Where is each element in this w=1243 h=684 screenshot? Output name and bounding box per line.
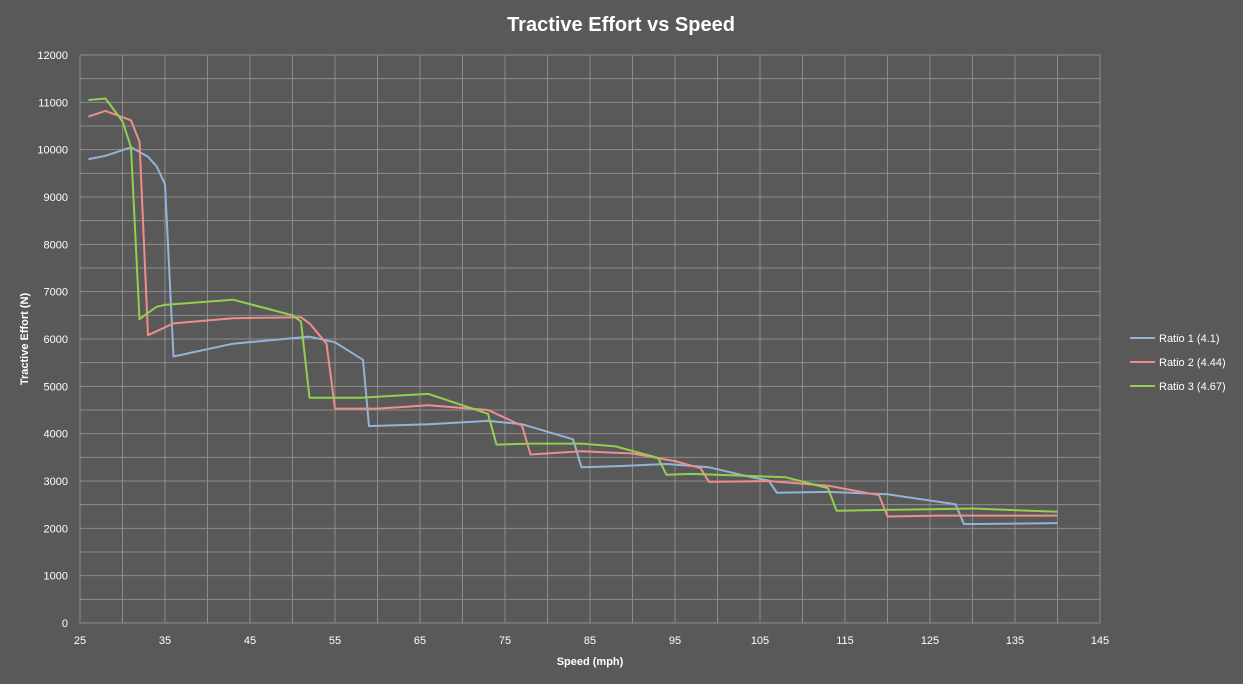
x-tick-label: 65: [414, 635, 426, 647]
y-tick-label: 6000: [44, 334, 68, 346]
x-tick-label: 125: [921, 635, 939, 647]
x-tick-label: 75: [499, 635, 511, 647]
chart-title: Tractive Effort vs Speed: [507, 14, 735, 36]
y-tick-label: 3000: [44, 476, 68, 488]
y-tick-label: 8000: [44, 239, 68, 251]
series-line-1: [88, 146, 1058, 526]
series-line-2: [88, 109, 1058, 518]
y-tick-label: 2000: [44, 523, 68, 535]
x-tick-label: 55: [329, 635, 341, 647]
x-tick-label: 35: [159, 635, 171, 647]
y-tick-label: 5000: [44, 381, 68, 393]
x-tick-label: 25: [74, 635, 86, 647]
y-tick-label: 0: [62, 618, 68, 630]
x-tick-label: 105: [751, 635, 769, 647]
x-tick-label: 85: [584, 635, 596, 647]
y-axis-title: Tractive Effort (N): [19, 293, 31, 386]
x-tick-label: 45: [244, 635, 256, 647]
x-tick-label: 135: [1006, 635, 1024, 647]
x-tick-label: 115: [836, 635, 854, 647]
gridlines: [79, 54, 1101, 624]
x-tick-label: 95: [669, 635, 681, 647]
y-axis-tick-labels: 0 1000 2000 3000 4000 5000 6000 7000 8000 9000 100…: [37, 50, 68, 630]
y-tick-label: 12000: [37, 50, 68, 62]
y-tick-label: 7000: [44, 287, 68, 299]
plot-area: [88, 97, 1058, 526]
x-tick-label: 145: [1091, 635, 1109, 647]
legend: Ratio 1 (4.1) Ratio 2 (4.44) Ratio 3 (4.67…: [1130, 333, 1226, 393]
series-line-3: [88, 97, 1058, 513]
y-tick-label: 11000: [38, 97, 68, 109]
x-axis-title: Speed (mph): [557, 656, 624, 668]
y-tick-label: 4000: [44, 429, 68, 441]
legend-label-3: Ratio 3 (4.67): [1159, 381, 1226, 393]
x-axis-tick-labels: 25 35 45 55 65 75 85 95 105 115 125 135 145: [74, 635, 1109, 647]
legend-label-2: Ratio 2 (4.44): [1159, 357, 1226, 369]
y-tick-label: 1000: [44, 571, 68, 583]
y-tick-label: 10000: [37, 145, 68, 157]
legend-label-1: Ratio 1 (4.1): [1159, 333, 1220, 345]
y-tick-label: 9000: [44, 192, 68, 204]
